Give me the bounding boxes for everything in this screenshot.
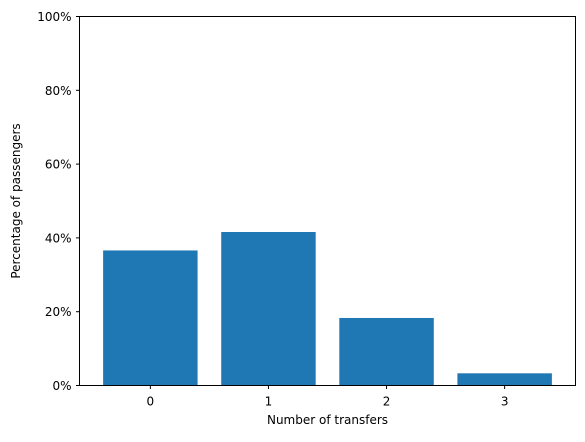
x-tick-label: 3 xyxy=(501,395,509,409)
y-axis-label: Percentage of passengers xyxy=(9,123,23,278)
bar-2 xyxy=(339,317,434,386)
y-axis: 0% 20% 40% 60% 80% 100% xyxy=(37,10,80,393)
bar-0 xyxy=(103,250,198,386)
y-tick-label: 40% xyxy=(45,231,72,245)
x-axis: 0 1 2 3 xyxy=(147,385,509,409)
bar-3 xyxy=(457,373,552,386)
y-tick-label: 20% xyxy=(45,305,72,319)
x-tick-label: 0 xyxy=(147,395,155,409)
bars-layer xyxy=(103,231,552,386)
bar-1 xyxy=(221,231,316,386)
y-tick-label: 0% xyxy=(52,379,71,393)
x-axis-label: Number of transfers xyxy=(267,413,388,427)
y-tick-label: 80% xyxy=(45,84,72,98)
y-tick-label: 100% xyxy=(37,10,71,24)
plot-frame xyxy=(79,16,576,386)
x-tick-label: 2 xyxy=(383,395,391,409)
x-tick-label: 1 xyxy=(265,395,273,409)
y-tick-label: 60% xyxy=(45,158,72,172)
axes-layer xyxy=(79,16,576,386)
